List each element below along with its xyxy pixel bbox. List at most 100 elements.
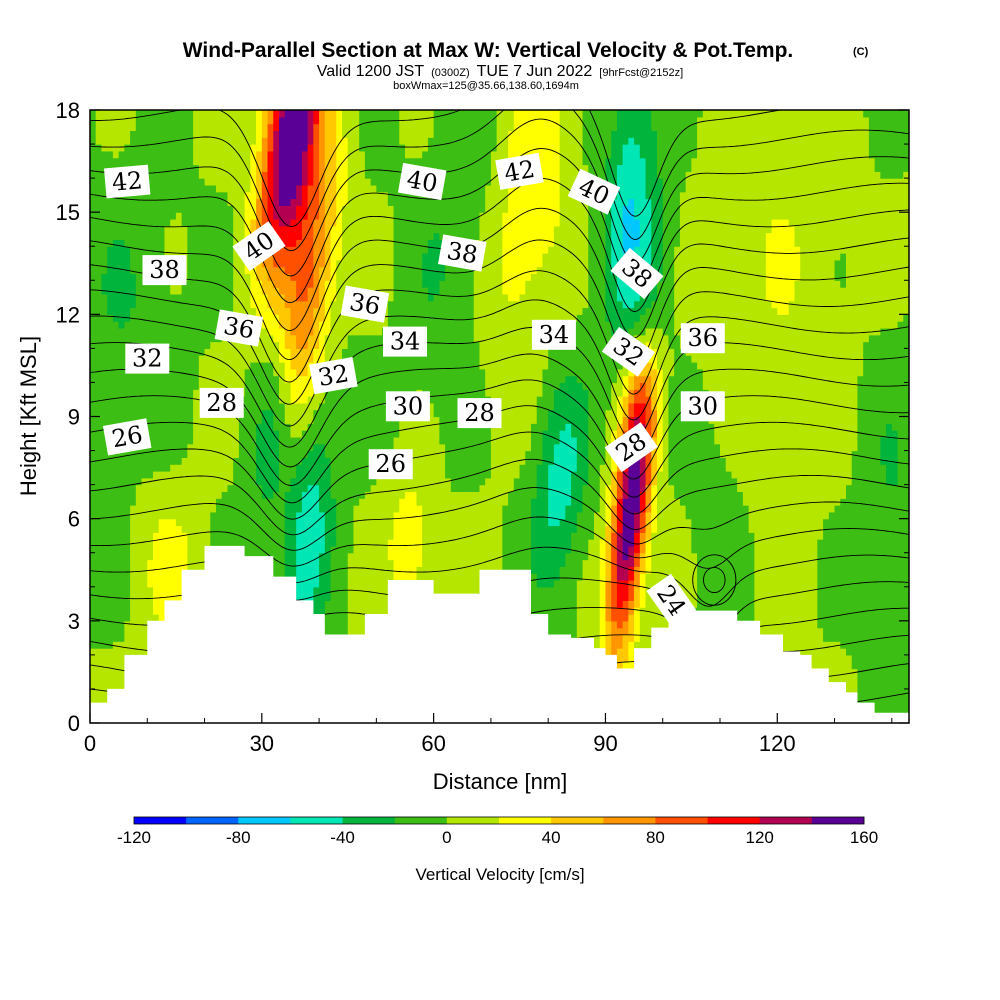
- heatmap-cell: [347, 110, 355, 118]
- heatmap-cell: [267, 430, 274, 438]
- heatmap-cell: [347, 579, 355, 588]
- heatmap-cell: [336, 239, 343, 247]
- heatmap-cell: [273, 477, 280, 486]
- heatmap-cell: [135, 300, 143, 309]
- heatmap-cell: [158, 607, 166, 615]
- heatmap-cell: [342, 443, 349, 452]
- heatmap-cell: [95, 307, 103, 315]
- heatmap-cell: [216, 341, 223, 349]
- heatmap-cell: [290, 457, 297, 465]
- heatmap-cell: [387, 184, 395, 193]
- heatmap-cell: [227, 280, 234, 288]
- heatmap-cell: [95, 661, 103, 670]
- heatmap-cell: [175, 334, 183, 343]
- heatmap-cell: [216, 450, 223, 458]
- heatmap-cell: [204, 116, 211, 125]
- heatmap-cell: [187, 150, 194, 159]
- heatmap-cell: [135, 293, 143, 302]
- heatmap-cell: [267, 518, 274, 527]
- heatmap-cell: [153, 484, 160, 493]
- heatmap-cell: [244, 225, 251, 234]
- heatmap-cell: [324, 416, 332, 424]
- heatmap-cell: [359, 396, 366, 404]
- heatmap-cell: [147, 178, 154, 186]
- heatmap-cell: [353, 484, 360, 493]
- heatmap-cell: [153, 416, 160, 424]
- heatmap-cell: [153, 246, 160, 254]
- heatmap-cell: [216, 137, 223, 145]
- heatmap-cell: [216, 273, 223, 281]
- heatmap-cell: [210, 266, 217, 275]
- heatmap-cell: [90, 280, 97, 288]
- heatmap-cell: [124, 375, 131, 384]
- heatmap-cell: [227, 253, 234, 261]
- heatmap-cell: [233, 450, 240, 458]
- heatmap-cell: [359, 198, 366, 206]
- heatmap-cell: [204, 212, 211, 220]
- heatmap-cell: [130, 518, 137, 527]
- heatmap-cell: [112, 416, 120, 424]
- heatmap-cell: [405, 477, 412, 486]
- heatmap-cell: [261, 518, 269, 527]
- heatmap-cell: [307, 164, 314, 172]
- heatmap-cell: [141, 382, 148, 390]
- heatmap-cell: [198, 171, 206, 179]
- heatmap-cell: [187, 287, 194, 295]
- heatmap-cell: [130, 491, 137, 499]
- heatmap-cell: [204, 470, 211, 479]
- heatmap-cell: [336, 470, 343, 479]
- heatmap-cell: [347, 505, 355, 513]
- heatmap-cell: [187, 314, 194, 322]
- heatmap-cell: [324, 273, 332, 281]
- heatmap-cell: [101, 498, 108, 506]
- heatmap-cell: [118, 470, 125, 479]
- heatmap-cell: [382, 511, 389, 520]
- heatmap-cell: [210, 314, 217, 322]
- heatmap-cell: [359, 443, 366, 452]
- heatmap-cell: [118, 110, 125, 118]
- heatmap-cell: [118, 668, 125, 676]
- heatmap-cell: [284, 184, 292, 193]
- heatmap-cell: [284, 178, 292, 186]
- heatmap-cell: [261, 144, 269, 152]
- heatmap-cell: [359, 450, 366, 458]
- heatmap-cell: [90, 532, 97, 540]
- heatmap-cell: [141, 579, 148, 588]
- heatmap-cell: [158, 246, 166, 254]
- heatmap-cell: [393, 110, 400, 118]
- heatmap-cell: [393, 559, 400, 567]
- heatmap-cell: [233, 443, 240, 452]
- heatmap-cell: [359, 212, 366, 220]
- heatmap-cell: [261, 430, 269, 438]
- heatmap-cell: [290, 368, 297, 377]
- heatmap-cell: [112, 620, 120, 629]
- heatmap-cell: [290, 566, 297, 574]
- heatmap-cell: [175, 498, 183, 506]
- heatmap-cell: [256, 348, 263, 356]
- heatmap-cell: [95, 586, 103, 595]
- heatmap-cell: [158, 498, 166, 506]
- heatmap-cell: [370, 232, 377, 241]
- heatmap-cell: [193, 396, 200, 404]
- heatmap-cell: [324, 402, 332, 411]
- heatmap-cell: [204, 450, 211, 458]
- heatmap-cell: [399, 436, 406, 445]
- heatmap-cell: [307, 416, 314, 424]
- heatmap-cell: [382, 579, 389, 588]
- heatmap-cell: [353, 470, 360, 479]
- heatmap-cell: [347, 334, 355, 343]
- heatmap-cell: [382, 287, 389, 295]
- heatmap-cell: [399, 382, 406, 390]
- heatmap-cell: [216, 191, 223, 200]
- heatmap-cell: [175, 423, 183, 431]
- heatmap-cell: [319, 511, 326, 520]
- heatmap-cell: [301, 144, 309, 152]
- heatmap-cell: [370, 532, 377, 540]
- heatmap-cell: [250, 130, 257, 138]
- heatmap-cell: [353, 416, 360, 424]
- heatmap-cell: [393, 184, 400, 193]
- heatmap-cell: [170, 498, 177, 506]
- heatmap-cell: [353, 355, 360, 363]
- heatmap-cell: [193, 110, 200, 118]
- heatmap-cell: [210, 464, 217, 472]
